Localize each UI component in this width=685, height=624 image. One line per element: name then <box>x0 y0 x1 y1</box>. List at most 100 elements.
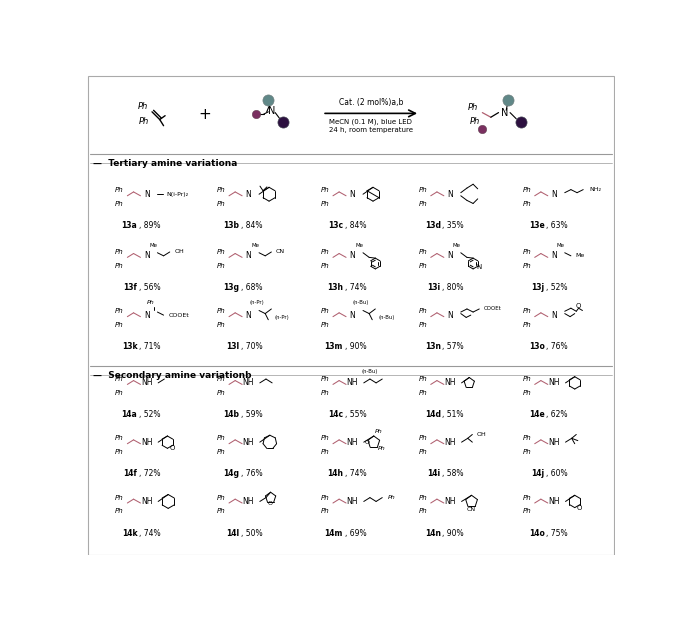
Text: , 74%: , 74% <box>345 283 366 292</box>
Text: , 80%: , 80% <box>443 283 464 292</box>
Text: Ph: Ph <box>321 308 329 314</box>
Text: , 50%: , 50% <box>240 529 262 537</box>
Text: N: N <box>144 251 149 260</box>
Text: N: N <box>551 311 557 319</box>
Text: , 76%: , 76% <box>240 469 262 478</box>
Text: 14k: 14k <box>122 529 138 537</box>
Text: Ph: Ph <box>419 390 427 396</box>
Text: , 57%: , 57% <box>443 342 464 351</box>
Text: —  Tertiary amine variationa: — Tertiary amine variationa <box>93 159 238 168</box>
Text: 14f: 14f <box>123 469 138 478</box>
Text: 14j: 14j <box>532 469 545 478</box>
Text: CN: CN <box>467 507 476 512</box>
Text: , 55%: , 55% <box>345 410 366 419</box>
Text: , 52%: , 52% <box>139 410 160 419</box>
Text: Cat. (2 mol%)a,b: Cat. (2 mol%)a,b <box>338 98 403 107</box>
Text: Ph: Ph <box>419 322 427 328</box>
Text: Ph: Ph <box>419 449 427 455</box>
Text: NH: NH <box>242 497 254 506</box>
Text: 24 h, room temperature: 24 h, room temperature <box>329 127 412 134</box>
Text: Ph: Ph <box>419 376 427 382</box>
Text: N: N <box>551 190 557 198</box>
Text: Ph: Ph <box>115 376 124 382</box>
Text: N: N <box>447 311 453 319</box>
Text: Ph: Ph <box>419 509 427 514</box>
Text: Ph: Ph <box>419 495 427 500</box>
Text: Ph: Ph <box>217 249 225 255</box>
Text: MeCN (0.1 M), blue LED: MeCN (0.1 M), blue LED <box>329 119 412 125</box>
Text: 13l: 13l <box>226 342 239 351</box>
Text: , 58%: , 58% <box>443 469 464 478</box>
Text: 13o: 13o <box>529 342 545 351</box>
Text: —  Secondary amine variationb: — Secondary amine variationb <box>93 371 252 379</box>
Text: Ph: Ph <box>523 449 532 455</box>
Text: Ph: Ph <box>139 117 149 126</box>
Text: Ph: Ph <box>419 436 427 441</box>
Text: Ph: Ph <box>217 436 225 441</box>
Text: , 89%: , 89% <box>139 222 160 230</box>
Text: , 76%: , 76% <box>546 342 568 351</box>
Text: Ph: Ph <box>469 117 479 126</box>
Text: NH: NH <box>141 437 152 447</box>
Text: 13a: 13a <box>122 222 138 230</box>
Text: Ph: Ph <box>419 263 427 269</box>
Text: 13k: 13k <box>122 342 138 351</box>
Text: Ph: Ph <box>321 249 329 255</box>
Text: Ph: Ph <box>115 308 124 314</box>
Text: N: N <box>501 107 508 117</box>
Text: NH: NH <box>347 437 358 447</box>
Text: O: O <box>576 303 582 309</box>
Text: Ph: Ph <box>419 187 427 193</box>
Text: , 35%: , 35% <box>443 222 464 230</box>
Text: Me: Me <box>355 243 363 248</box>
Text: Ph: Ph <box>217 201 225 207</box>
Text: , 69%: , 69% <box>345 529 366 537</box>
Text: (n-Pr): (n-Pr) <box>275 315 289 320</box>
Text: (n-Bu): (n-Bu) <box>362 369 378 374</box>
Text: , 71%: , 71% <box>139 342 160 351</box>
Text: , 72%: , 72% <box>139 469 160 478</box>
Text: 14e: 14e <box>529 410 545 419</box>
Text: Ph: Ph <box>115 249 124 255</box>
Text: Ph: Ph <box>523 308 532 314</box>
Text: (n-Pr): (n-Pr) <box>249 300 264 305</box>
Text: 14d: 14d <box>425 410 440 419</box>
Text: NH: NH <box>141 497 152 506</box>
Text: Ph: Ph <box>115 449 124 455</box>
Text: Ph: Ph <box>523 509 532 514</box>
Text: , 84%: , 84% <box>240 222 262 230</box>
Text: N: N <box>245 311 251 319</box>
Text: NH: NH <box>242 437 254 447</box>
Text: 13f: 13f <box>123 283 138 292</box>
Text: 13n: 13n <box>425 342 440 351</box>
Text: Ph: Ph <box>217 390 225 396</box>
Text: Ph: Ph <box>523 187 532 193</box>
Text: , 63%: , 63% <box>546 222 568 230</box>
Text: Ph: Ph <box>217 308 225 314</box>
Text: Ph: Ph <box>523 201 532 207</box>
Text: O: O <box>169 446 175 451</box>
Text: Ph: Ph <box>115 201 124 207</box>
Text: Ph: Ph <box>217 263 225 269</box>
Text: , 75%: , 75% <box>546 529 568 537</box>
Text: Ph: Ph <box>321 263 329 269</box>
Text: Ph: Ph <box>321 390 329 396</box>
Text: Ph: Ph <box>377 446 386 451</box>
Text: 13m: 13m <box>325 342 343 351</box>
Text: 13i: 13i <box>427 283 440 292</box>
Text: OH: OH <box>477 432 487 437</box>
Text: Ph: Ph <box>321 187 329 193</box>
Text: Ph: Ph <box>468 103 478 112</box>
Text: (n-Bu): (n-Bu) <box>378 315 395 320</box>
Text: 14l: 14l <box>226 529 239 537</box>
Text: +: + <box>199 107 212 122</box>
Text: Ph: Ph <box>321 376 329 382</box>
Text: 13j: 13j <box>532 283 545 292</box>
Text: , 52%: , 52% <box>546 283 568 292</box>
Text: NH: NH <box>347 378 358 388</box>
Text: COOEt: COOEt <box>484 306 501 311</box>
Text: NH₂: NH₂ <box>589 187 601 192</box>
Text: Ph: Ph <box>523 249 532 255</box>
Text: Me: Me <box>575 253 585 258</box>
Text: , 74%: , 74% <box>139 529 160 537</box>
